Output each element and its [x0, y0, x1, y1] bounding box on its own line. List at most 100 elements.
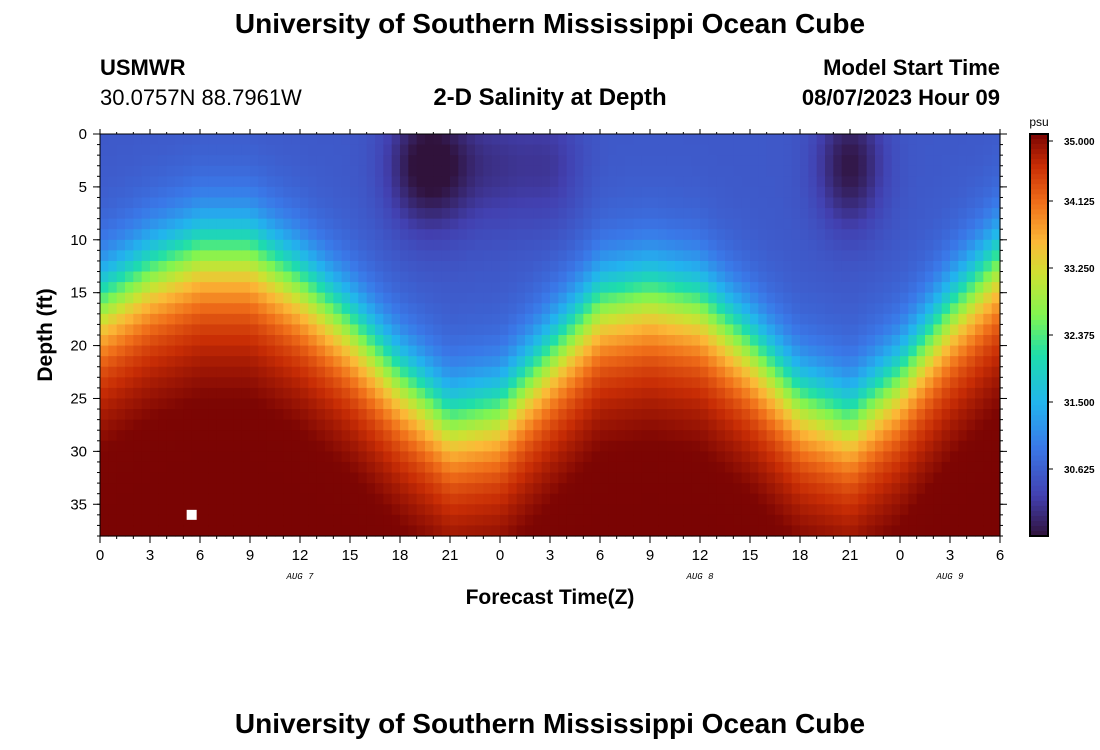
- heatmap-cell: [475, 239, 484, 251]
- heatmap-cell: [475, 451, 484, 463]
- heatmap-cell: [966, 239, 976, 251]
- heatmap-cell: [616, 409, 626, 421]
- heatmap-cell: [983, 387, 993, 400]
- heatmap-cell: [908, 229, 918, 241]
- heatmap-cell: [900, 387, 909, 400]
- heatmap-cell: [208, 419, 218, 431]
- heatmap-cell: [400, 377, 409, 389]
- heatmap-cell: [300, 483, 309, 495]
- heatmap-cell: [975, 504, 984, 516]
- heatmap-cell: [866, 461, 876, 474]
- heatmap-cell: [966, 409, 976, 421]
- heatmap-cell: [650, 345, 659, 357]
- heatmap-cell: [708, 134, 718, 146]
- station-coordinates: 30.0757N 88.7961W: [100, 85, 302, 110]
- heatmap-cell: [608, 144, 618, 156]
- heatmap-cell: [175, 134, 184, 146]
- heatmap-cell: [183, 229, 193, 241]
- heatmap-cell: [116, 335, 126, 347]
- heatmap-cell: [958, 250, 968, 262]
- heatmap-cell: [233, 366, 243, 378]
- heatmap-cell: [958, 493, 968, 505]
- heatmap-cell: [858, 134, 868, 146]
- heatmap-cell: [108, 409, 118, 421]
- heatmap-cell: [525, 208, 534, 220]
- heatmap-cell: [141, 260, 151, 273]
- heatmap-cell: [575, 197, 584, 209]
- heatmap-cell: [375, 282, 384, 294]
- heatmap-cell: [616, 176, 626, 188]
- heatmap-cell: [491, 398, 501, 410]
- heatmap-cell: [858, 218, 868, 230]
- heatmap-cell: [100, 345, 109, 357]
- heatmap-cell: [141, 493, 151, 505]
- heatmap-cell: [600, 239, 609, 251]
- heatmap-cell: [858, 303, 868, 315]
- heatmap-cell: [983, 250, 993, 262]
- heatmap-cell: [475, 483, 484, 495]
- heatmap-cell: [650, 451, 659, 463]
- heatmap-cell: [433, 430, 443, 442]
- heatmap-cell: [325, 451, 334, 463]
- heatmap-cell: [100, 451, 109, 463]
- heatmap-cell: [491, 271, 501, 283]
- heatmap-cell: [225, 472, 234, 484]
- heatmap-cell: [866, 134, 876, 146]
- heatmap-cell: [258, 430, 268, 442]
- heatmap-cell: [100, 229, 109, 241]
- heatmap-cell: [858, 409, 868, 421]
- heatmap-cell: [191, 229, 201, 241]
- heatmap-cell: [366, 218, 376, 230]
- heatmap-cell: [200, 292, 209, 304]
- heatmap-cell: [258, 377, 268, 389]
- heatmap-cell: [191, 282, 201, 294]
- heatmap-cell: [116, 440, 126, 452]
- heatmap-cell: [366, 483, 376, 495]
- heatmap-cell: [675, 504, 684, 516]
- heatmap-cell: [916, 186, 926, 199]
- heatmap-cell: [950, 186, 959, 199]
- heatmap-cell: [958, 303, 968, 315]
- heatmap-cell: [250, 461, 259, 474]
- footer-title: University of Southern Mississippi Ocean…: [234, 708, 866, 739]
- heatmap-cell: [316, 451, 326, 463]
- colorbar-segment: [1030, 324, 1048, 331]
- heatmap-cell: [150, 356, 159, 368]
- heatmap-cell: [250, 356, 259, 368]
- heatmap-cell: [175, 144, 184, 156]
- heatmap-cell: [808, 271, 818, 283]
- heatmap-cell: [250, 250, 259, 262]
- heatmap-cell: [991, 398, 1001, 410]
- heatmap-cell: [966, 387, 976, 400]
- heatmap-cell: [816, 165, 826, 177]
- heatmap-cell: [658, 483, 668, 495]
- heatmap-cell: [350, 419, 359, 431]
- heatmap-cell: [241, 356, 251, 368]
- heatmap-cell: [600, 271, 609, 283]
- heatmap-cell: [216, 324, 226, 336]
- heatmap-cell: [533, 271, 543, 283]
- heatmap-cell: [250, 229, 259, 241]
- heatmap-cell: [416, 419, 426, 431]
- heatmap-cell: [641, 514, 651, 527]
- heatmap-cell: [741, 525, 751, 537]
- heatmap-cell: [408, 483, 418, 495]
- heatmap-cell: [800, 398, 809, 410]
- heatmap-cell: [991, 504, 1001, 516]
- heatmap-cell: [275, 292, 284, 304]
- heatmap-cell: [166, 430, 176, 442]
- heatmap-cell: [491, 260, 501, 273]
- heatmap-cell: [341, 493, 351, 505]
- heatmap-cell: [125, 472, 134, 484]
- heatmap-cell: [458, 525, 468, 537]
- heatmap-cell: [508, 155, 518, 167]
- heatmap-cell: [750, 387, 759, 400]
- heatmap-cell: [908, 303, 918, 315]
- heatmap-cell: [941, 377, 951, 389]
- heatmap-cell: [700, 260, 709, 273]
- heatmap-cell: [400, 218, 409, 230]
- heatmap-cell: [466, 472, 476, 484]
- heatmap-cell: [866, 260, 876, 273]
- heatmap-cell: [233, 398, 243, 410]
- heatmap-cell: [333, 483, 343, 495]
